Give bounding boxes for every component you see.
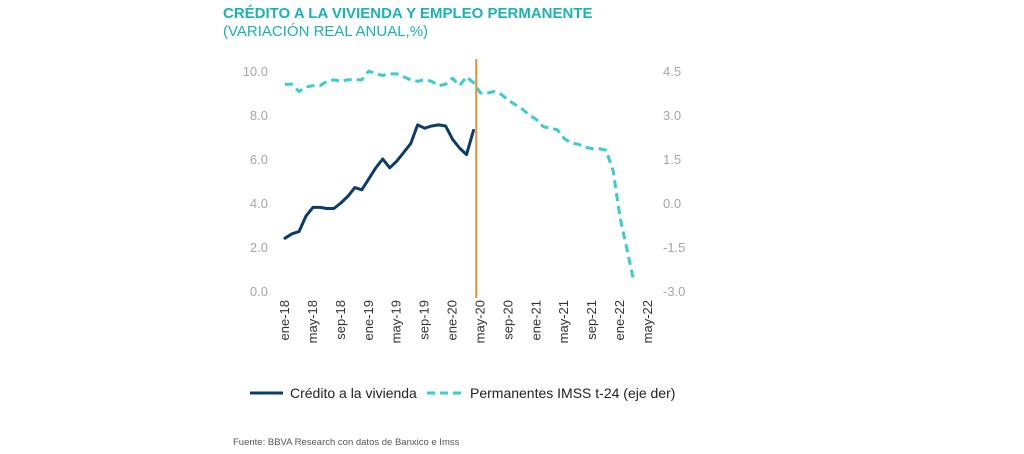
y-left-tick-label: 4.0	[250, 196, 268, 211]
y-right-tick-label: 1.5	[663, 152, 681, 167]
x-tick-label: sep-18	[333, 300, 348, 340]
x-tick-label: ene-20	[445, 300, 460, 340]
legend-label-credito: Crédito a la vivienda	[290, 385, 417, 401]
x-tick-label: may-20	[472, 300, 487, 343]
y-left-tick-label: 8.0	[250, 108, 268, 123]
y-right-tick-label: 3.0	[663, 108, 681, 123]
x-tick-label: may-18	[305, 300, 320, 343]
x-tick-label: ene-22	[612, 300, 627, 340]
x-tick-label: may-19	[389, 300, 404, 343]
y-right-tick-label: -1.5	[663, 240, 685, 255]
y-left-tick-label: 0.0	[250, 284, 268, 299]
source-note: Fuente: BBVA Research con datos de Banxi…	[233, 437, 460, 448]
y-right-tick-label: 0.0	[663, 196, 681, 211]
legend-label-permanentes: Permanentes IMSS t-24 (eje der)	[470, 385, 675, 401]
series-permanentes-imss-line	[285, 69, 636, 283]
x-tick-label: sep-20	[500, 300, 515, 340]
x-tick-label: ene-19	[361, 300, 376, 340]
x-tick-label: sep-19	[417, 300, 432, 340]
y-left-tick-label: 10.0	[243, 64, 268, 79]
series-credito-vivienda-line	[283, 123, 475, 240]
chart-title: CRÉDITO A LA VIVIENDA Y EMPLEO PERMANENT…	[223, 5, 593, 22]
x-tick-label: ene-18	[277, 300, 292, 340]
x-tick-label: may-22	[640, 300, 655, 343]
y-left-tick-label: 6.0	[250, 152, 268, 167]
x-tick-label: ene-21	[528, 300, 543, 340]
chart-subtitle: (VARIACIÓN REAL ANUAL,%)	[223, 23, 429, 40]
x-tick-label: sep-21	[584, 300, 599, 340]
y-left-tick-label: 2.0	[250, 240, 268, 255]
y-right-tick-label: -3.0	[663, 284, 685, 299]
x-tick-label: may-21	[556, 300, 571, 343]
y-right-tick-label: 4.5	[663, 64, 681, 79]
